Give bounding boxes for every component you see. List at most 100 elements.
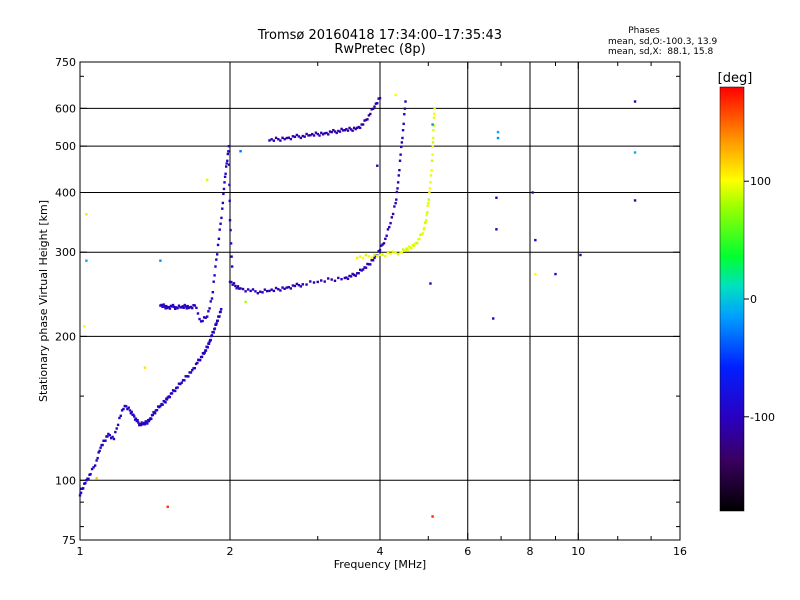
echo-point [346,277,350,281]
echo-point [194,362,198,366]
echo-point [316,280,319,284]
echo-point [87,477,90,481]
echo-point [176,386,179,389]
echo-point [421,232,425,235]
colorbar-tick-label: 100 [750,175,771,188]
echo-point [311,132,314,136]
isolated-echo-point [376,164,379,167]
echo-point [349,128,353,131]
echo-point [352,273,356,277]
echo-point [401,136,404,140]
x-tick-label: 1 [77,545,84,558]
echo-point [366,262,369,266]
echo-point [207,342,211,346]
echo-point [183,379,186,382]
echo-point [309,280,312,283]
echo-point [92,466,95,469]
echo-point [234,284,237,288]
isolated-echo-point [496,130,500,134]
echo-point [431,145,434,149]
echo-point [239,287,242,290]
echo-point [160,303,163,307]
echo-point [277,288,280,291]
echo-point [430,168,433,172]
echo-point [224,165,228,168]
echo-point [373,105,376,108]
echo-point [191,368,194,372]
echo-point [272,139,276,142]
echo-point [367,263,371,266]
echo-point [380,244,383,247]
echo-point [398,168,401,172]
echo-point [355,256,359,260]
echo-point [230,280,233,284]
echo-point [205,315,209,318]
echo-point [424,221,427,224]
echo-point [142,421,146,425]
echo-point [211,290,215,294]
echo-point [176,307,179,310]
echo-point [193,366,197,370]
x-tick-label: 6 [464,545,471,558]
echo-point [165,398,169,401]
echo-point [227,150,230,153]
y-tick-label: 100 [55,474,76,487]
isolated-echo-point [496,136,500,140]
echo-point [229,242,233,245]
echo-point [293,135,297,139]
echo-point [297,283,301,287]
echo-point [389,252,392,255]
echo-point [238,287,241,290]
colorbar-gradient [719,86,745,512]
echo-point [132,413,135,417]
echo-point [219,310,222,314]
echo-point [209,300,212,303]
isolated-echo-point [531,191,534,194]
echo-point [204,349,208,352]
echo-point [200,355,204,359]
echo-point [130,410,133,414]
echo-point [309,134,312,137]
echo-point [369,263,372,266]
chart-subtitle: RwPretec (8p) [334,42,425,57]
echo-point [346,129,350,132]
echo-point [265,289,269,293]
echo-point [425,213,428,217]
echo-point [155,408,159,412]
isolated-echo-point [394,93,397,97]
echo-point [119,414,122,418]
echo-point [378,96,382,100]
colorbar-tick-label: -100 [750,411,775,424]
echo-point [104,439,107,442]
echo-point [361,268,365,271]
isolated-echo-point [431,123,434,126]
echo-point [163,305,167,308]
isolated-echo-point [244,300,247,304]
echo-point [225,162,228,165]
echo-point [370,256,373,259]
echo-point [295,133,299,137]
echo-point [396,187,399,190]
echo-point [361,256,365,260]
echo-point [164,401,167,404]
isolated-echo-point [534,238,537,242]
echo-point [277,138,280,141]
echo-point [95,459,98,462]
echo-point [366,118,369,121]
echo-point [188,306,191,309]
echo-point [201,319,204,323]
echo-point [268,139,271,142]
echo-point [279,289,282,292]
plot-area: 1 2 4 6 8 10 16 75 100 200 300 400 500 600 750 [55,56,687,558]
echo-point [161,305,164,309]
echo-point [159,404,162,408]
echo-point [412,244,415,247]
echo-point [270,138,273,141]
echo-point [144,420,147,423]
echo-point [287,136,291,139]
echo-point [299,136,303,140]
echo-point [429,174,433,177]
echo-point [423,226,426,230]
echo-point [193,304,197,307]
